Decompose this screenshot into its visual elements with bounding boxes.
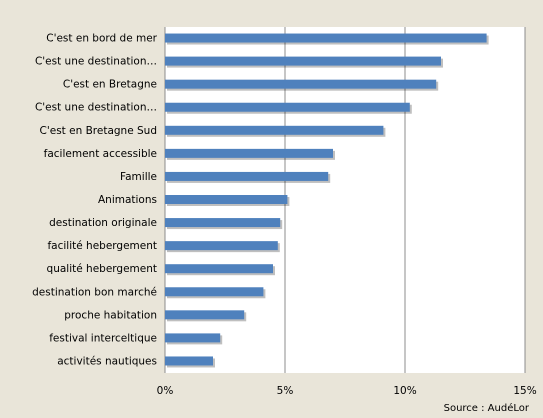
y-tick-label: C'est en Bretagne Sud	[40, 125, 157, 137]
y-tick-label: C'est en Bretagne	[63, 79, 157, 91]
bar	[165, 264, 273, 274]
bar	[165, 79, 437, 89]
y-tick-label: destination originale	[49, 217, 157, 229]
bar	[165, 356, 213, 366]
bar	[165, 171, 329, 181]
bar	[165, 56, 441, 66]
x-tick-label: 0%	[157, 385, 174, 397]
bar	[165, 195, 288, 204]
y-tick-label: Famille	[120, 171, 157, 183]
source: Source : AudéLor	[444, 402, 530, 414]
y-tick-label: destination bon marché	[32, 286, 157, 298]
y-tick-label: facilité hebergement	[47, 240, 157, 252]
bar	[165, 333, 221, 343]
y-tick-label: proche habitation	[64, 309, 157, 321]
x-tick-label: 15%	[513, 385, 536, 397]
y-tick-label: facilement accessible	[44, 148, 157, 160]
y-tick-label: qualité hebergement	[47, 263, 157, 275]
y-tick-label: festival interceltique	[49, 332, 157, 344]
y-tick-label: C'est en bord de mer	[46, 33, 157, 45]
bar	[165, 125, 384, 135]
bar	[165, 102, 410, 112]
bar	[165, 148, 333, 158]
y-tick-label: Animations	[98, 194, 157, 206]
bar	[165, 287, 264, 297]
bar	[165, 310, 245, 320]
x-tick-label: 5%	[277, 385, 294, 397]
y-tick-label: activités nautiques	[57, 355, 157, 367]
y-tick-label: C'est une destination…	[35, 102, 157, 114]
y-tick-label: C'est une destination…	[35, 56, 157, 68]
bar	[165, 33, 487, 43]
x-tick-label: 10%	[393, 385, 416, 397]
bar	[165, 241, 278, 251]
bar	[165, 218, 281, 228]
